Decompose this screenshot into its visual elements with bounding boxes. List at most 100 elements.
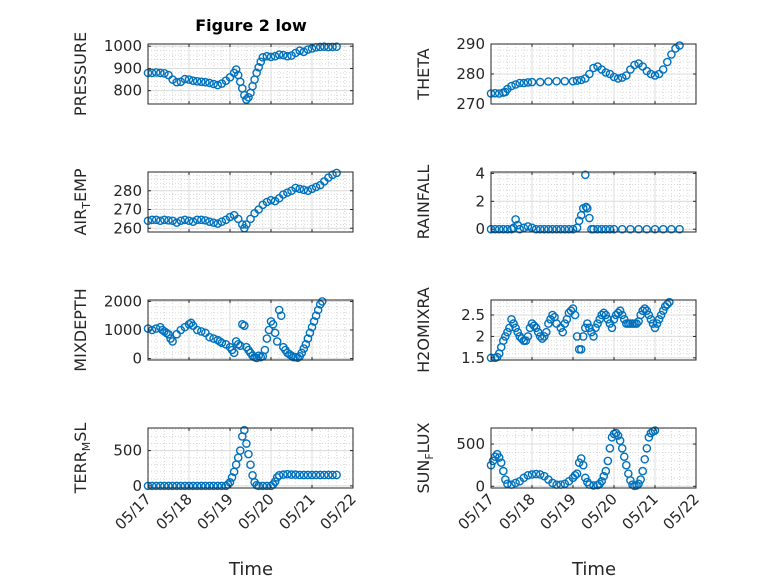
data-point [595, 314, 604, 324]
data-point [494, 224, 504, 234]
data-point [227, 473, 237, 482]
data-point [233, 339, 243, 349]
data-point [303, 470, 313, 480]
data-point [295, 184, 305, 194]
data-point [205, 217, 214, 226]
data-point [252, 68, 261, 78]
data-point [242, 220, 251, 229]
data-point [650, 426, 660, 435]
data-point [593, 224, 602, 234]
data-point [548, 224, 557, 234]
data-point [542, 327, 551, 337]
y-tick-label: 900 [113, 59, 142, 77]
data-point [162, 328, 171, 338]
data-point [254, 351, 264, 361]
data-point [576, 75, 586, 85]
axes-box [490, 427, 697, 489]
data-point [496, 458, 506, 467]
data-point [595, 479, 604, 489]
data-point [568, 224, 578, 234]
data-point [640, 454, 650, 464]
data-point [217, 481, 227, 491]
data-point [601, 224, 611, 234]
data-point [315, 42, 325, 52]
data-point [303, 45, 313, 54]
data-point [650, 71, 660, 80]
data-point [585, 213, 594, 223]
y-tick-label: 1.5 [461, 349, 485, 367]
data-point [615, 306, 625, 316]
data-point [196, 215, 206, 225]
data-point [270, 328, 280, 338]
data-point [254, 481, 264, 491]
data-point [636, 475, 645, 484]
data-point [544, 319, 553, 328]
data-point [311, 182, 321, 192]
data-point [583, 319, 592, 328]
data-point [278, 190, 288, 199]
data-point [578, 460, 588, 470]
data-point [180, 481, 190, 491]
x-tick-label: 05/21 [619, 490, 662, 533]
data-point [258, 481, 268, 491]
data-point [570, 471, 580, 480]
data-point [622, 71, 631, 80]
subplot-5: 1.5 2 2.5 H2OMIXRA [414, 287, 697, 373]
data-point [494, 89, 504, 98]
data-point [274, 50, 284, 59]
data-point [552, 76, 561, 86]
data-point [548, 310, 557, 320]
data-point [597, 476, 607, 486]
data-point [307, 470, 317, 480]
y-tick-label: 0 [132, 350, 142, 368]
x-tick-label: 05/22 [660, 490, 703, 533]
y-tick-label: 800 [113, 82, 142, 100]
data-point [311, 470, 321, 480]
data-point [558, 327, 568, 337]
axes-box [147, 427, 354, 489]
data-point [278, 50, 288, 60]
data-point [574, 216, 584, 226]
data-point [634, 479, 643, 489]
data-point [217, 217, 227, 226]
data-point [184, 319, 194, 329]
data-point [209, 79, 218, 89]
data-point [607, 323, 617, 333]
data-point [552, 224, 561, 234]
x-axis-label-right: Time [571, 559, 616, 580]
data-point [164, 329, 173, 339]
data-point [560, 224, 570, 234]
data-point [644, 310, 654, 320]
data-point [613, 308, 623, 318]
subplot-3: 0 2 4 RAINFALL [414, 164, 697, 239]
data-point [192, 215, 202, 225]
y-tick-label: 0 [475, 477, 485, 495]
data-point [295, 46, 305, 55]
data-point [266, 195, 276, 205]
data-point [213, 481, 222, 491]
data-point [297, 348, 307, 358]
data-point [160, 215, 169, 225]
data-point [503, 479, 512, 489]
data-point [667, 50, 676, 59]
data-point [568, 76, 578, 86]
y-axis-label: AIRTEMP [71, 168, 93, 235]
data-point [634, 224, 643, 234]
data-point [507, 314, 516, 324]
data-point [589, 224, 598, 234]
data-point [540, 224, 549, 234]
data-point [630, 60, 639, 70]
data-point [332, 470, 341, 480]
data-point [613, 431, 623, 440]
data-point [196, 327, 206, 336]
y-tick-label: 270 [456, 95, 485, 113]
data-point [287, 470, 296, 479]
x-tick-label: 05/20 [235, 490, 278, 533]
data-point [636, 310, 645, 320]
data-point [589, 63, 598, 73]
data-point [642, 224, 652, 234]
data-point [523, 332, 533, 341]
axes-box [490, 171, 697, 233]
